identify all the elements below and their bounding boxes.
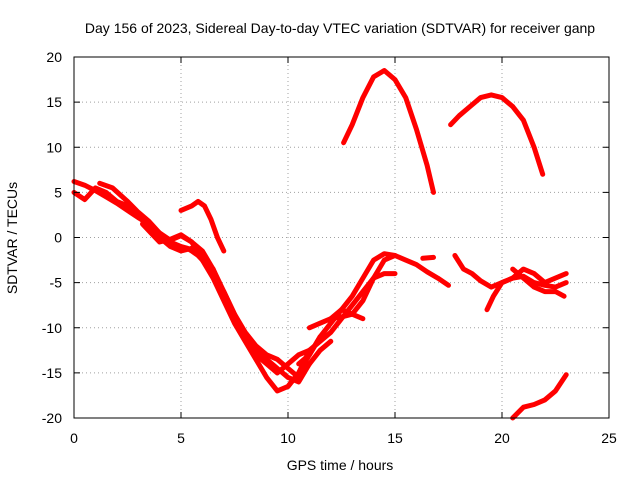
data-series bbox=[71, 68, 569, 421]
y-tick-label: -20 bbox=[42, 410, 62, 426]
series-arc-l bbox=[448, 92, 546, 177]
x-tick-label: 5 bbox=[177, 430, 185, 446]
y-axis-label: SDTVAR / TECUs bbox=[4, 182, 20, 294]
y-tick-label: 0 bbox=[54, 230, 62, 246]
x-tick-label: 10 bbox=[280, 430, 296, 446]
x-tick-label: 0 bbox=[70, 430, 78, 446]
y-tick-label: -10 bbox=[42, 320, 62, 336]
series-arc-c bbox=[97, 180, 323, 394]
x-tick-label: 15 bbox=[387, 430, 403, 446]
series-arc-f bbox=[296, 251, 451, 367]
series-arc-i bbox=[328, 307, 366, 322]
y-tick-label: -5 bbox=[50, 275, 63, 291]
axis-ticks: 0 5 10 15 20 25 -20 -15 -10 -5 0 5 10 15 20 bbox=[42, 49, 617, 446]
series-arc-n bbox=[484, 266, 569, 313]
x-axis-label: GPS time / hours bbox=[287, 457, 394, 473]
series-arc-p bbox=[510, 372, 569, 421]
x-tick-label: 20 bbox=[494, 430, 510, 446]
x-tick-label: 25 bbox=[601, 430, 617, 446]
series-arc-o bbox=[510, 266, 567, 299]
series-arc-k bbox=[341, 68, 436, 195]
series-arc-a bbox=[71, 179, 312, 376]
series-arc-j bbox=[420, 254, 436, 261]
y-tick-label: -15 bbox=[42, 365, 62, 381]
series-arc-b bbox=[71, 185, 312, 385]
series-arc-e bbox=[178, 198, 227, 254]
y-tick-label: 5 bbox=[54, 184, 62, 200]
y-tick-label: 15 bbox=[46, 94, 62, 110]
y-tick-label: 10 bbox=[46, 139, 62, 155]
y-tick-label: 20 bbox=[46, 49, 62, 65]
series-arc-d bbox=[140, 221, 334, 380]
chart-title: Day 156 of 2023, Sidereal Day-to-day VTE… bbox=[85, 20, 595, 36]
